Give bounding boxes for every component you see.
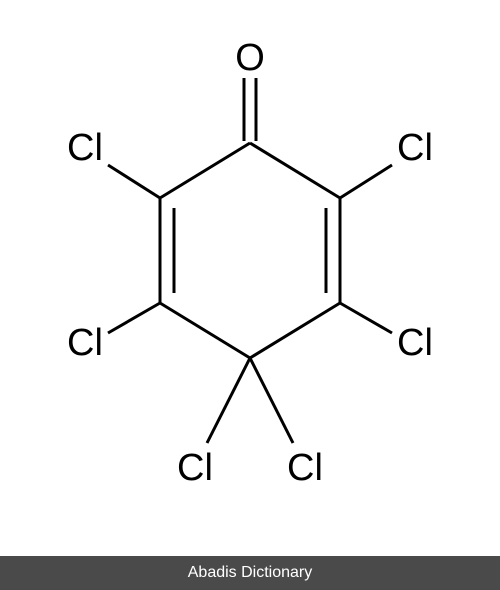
atom-cl-bot-right: Cl xyxy=(287,447,323,489)
atom-oxygen: O xyxy=(235,37,265,79)
bond-c3-c4 xyxy=(250,303,340,358)
bond-c3-cl xyxy=(340,303,392,333)
bond-c6-cl xyxy=(108,165,160,198)
bond-c2-cl xyxy=(340,165,392,198)
caption-bar: Abadis Dictionary xyxy=(0,556,500,590)
caption-text: Abadis Dictionary xyxy=(188,564,313,581)
bond-c5-cl xyxy=(108,303,160,333)
bond-c6-c1 xyxy=(160,143,250,198)
atom-cl-top-right: Cl xyxy=(397,127,433,169)
atom-cl-mid-right: Cl xyxy=(397,322,433,364)
atom-cl-bot-left: Cl xyxy=(177,447,213,489)
atom-cl-top-left: Cl xyxy=(67,127,103,169)
atom-cl-mid-left: Cl xyxy=(67,322,103,364)
bond-c4-cl-left xyxy=(207,358,250,443)
bond-c1-c2 xyxy=(250,143,340,198)
bond-c4-cl-right xyxy=(250,358,293,443)
chemical-structure-diagram: O Cl Cl Cl Cl Cl Cl xyxy=(0,0,500,556)
bond-c4-c5 xyxy=(160,303,250,358)
molecule-svg: O Cl Cl Cl Cl Cl Cl xyxy=(0,0,500,556)
